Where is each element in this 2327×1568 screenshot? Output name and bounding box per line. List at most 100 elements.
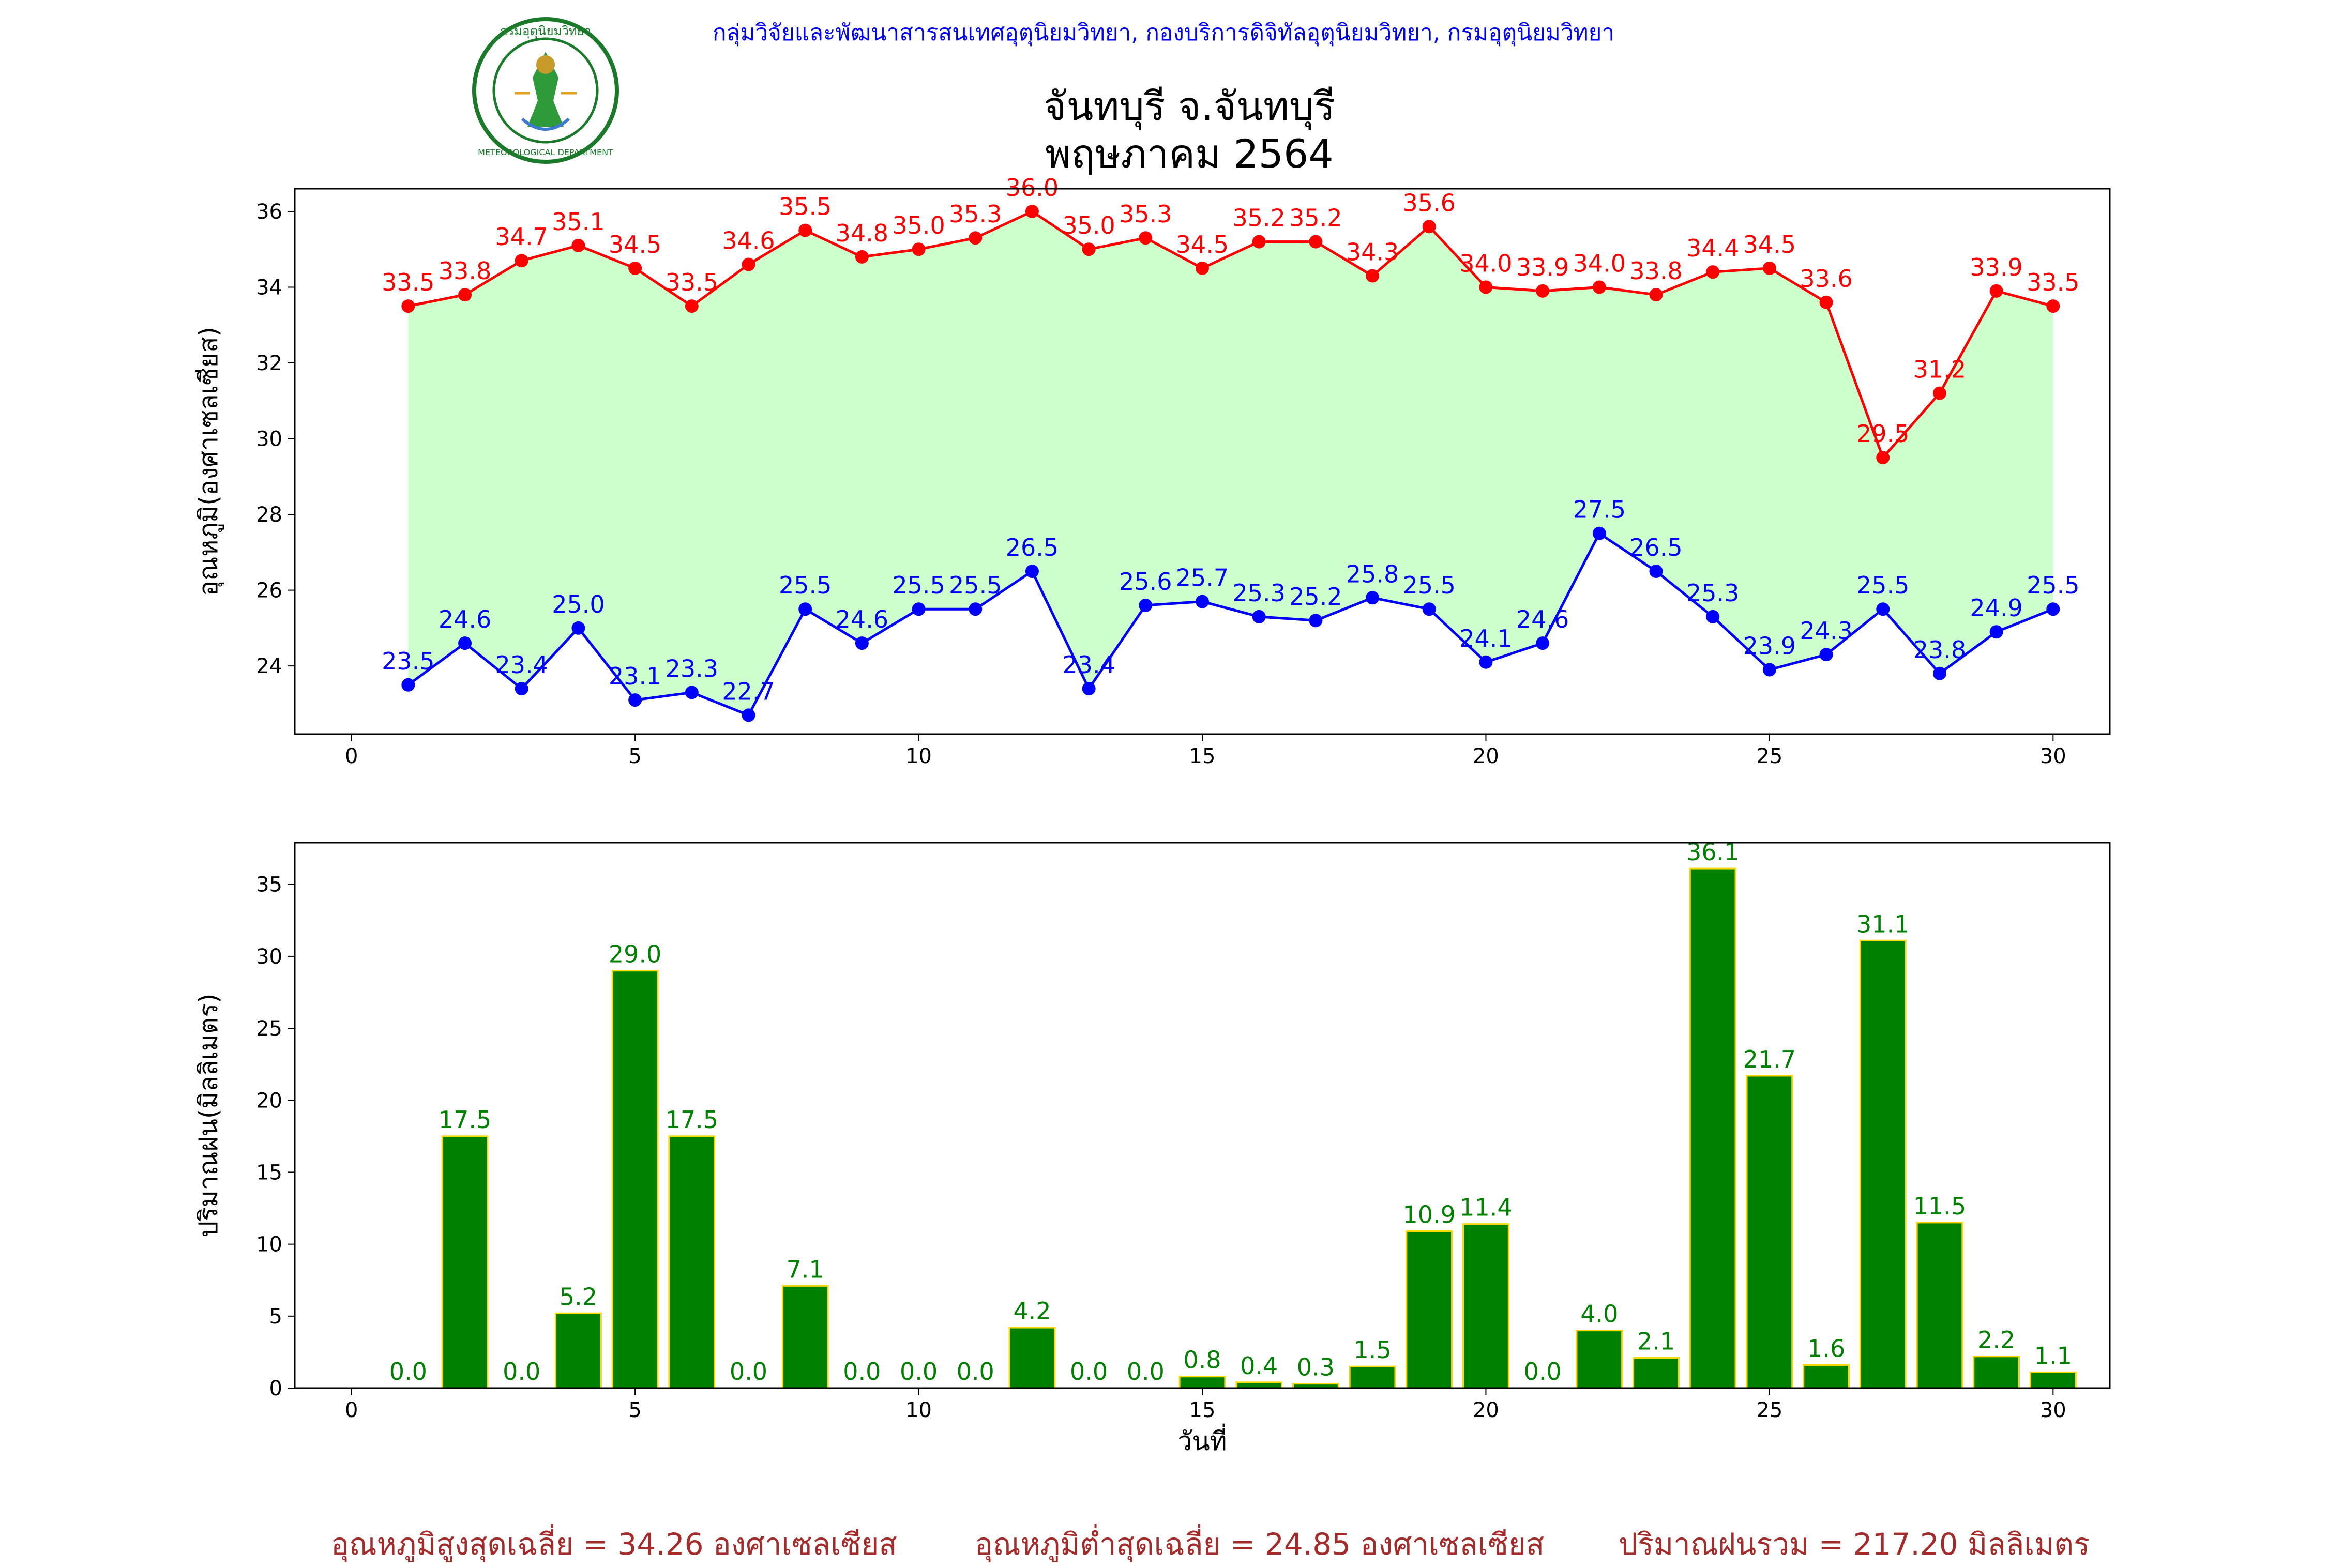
max-temperature-point [1989,284,2003,298]
min-temperature-value-label: 23.4 [1062,651,1115,679]
max-temperature-value-label: 33.5 [666,268,718,296]
rain-bar [1746,1075,1793,1389]
max-temperature-value-label: 34.5 [1176,231,1229,258]
min-temperature-value-label: 24.6 [1516,605,1569,633]
min-temperature-point [1366,591,1380,605]
rain-bar [1008,1327,1056,1389]
y-tick-label: 36 [256,200,282,224]
max-temperature-point [1762,261,1776,275]
min-temperature-point [1252,610,1266,623]
min-temperature-value-label: 24.1 [1459,625,1512,652]
rain-value-label: 4.0 [1580,1300,1618,1328]
min-temperature-point [1592,526,1606,540]
min-temperature-point [798,602,812,616]
y-tick-label: 25 [256,1017,282,1041]
max-temperature-point [458,288,472,302]
y-tick-label: 28 [256,503,282,527]
svg-text:METEOROLOGICAL DEPARTMENT: METEOROLOGICAL DEPARTMENT [478,147,613,157]
min-temperature-point [1196,595,1209,608]
rain-bar [1803,1364,1850,1389]
min-temperature-value-label: 24.3 [1800,617,1852,645]
min-temperature-point [1649,564,1663,578]
rain-bar [1349,1365,1396,1389]
rain-bar [1576,1330,1623,1389]
rain-value-label: 5.2 [560,1283,597,1311]
max-temperature-value-label: 34.6 [722,227,775,255]
max-temperature-value-label: 35.1 [552,208,605,236]
rain-bar [1178,1376,1226,1389]
max-temperature-value-label: 34.0 [1573,249,1626,277]
title-station: จันทบุรี จ.จันทบุรี [1043,83,1336,129]
max-temperature-value-label: 35.6 [1403,189,1456,217]
min-temperature-value-label: 25.5 [779,571,832,599]
rain-bar [1859,939,1907,1389]
rain-bar [668,1135,716,1389]
rain-value-label: 0.0 [1127,1358,1165,1386]
min-temperature-value-label: 25.5 [1403,571,1456,599]
x-tick-label: 5 [628,1398,641,1422]
y-tick-label: 30 [256,428,282,451]
rain-value-label: 0.0 [843,1358,881,1386]
rain-value-label: 1.5 [1353,1336,1391,1364]
max-temperature-point [1932,386,1946,400]
y-tick-label: 26 [256,579,282,603]
min-temperature-value-label: 25.6 [1119,568,1172,596]
max-temperature-point [1252,235,1266,249]
min-temperature-point [855,636,869,650]
rain-value-label: 11.5 [1913,1192,1966,1220]
max-temperature-value-label: 35.2 [1232,204,1285,232]
temperature-range-fill [408,211,2053,716]
rain-value-label: 4.2 [1013,1297,1051,1325]
max-temperature-point [798,223,812,237]
x-tick-label: 20 [1473,1398,1499,1422]
x-tick-label: 25 [1756,1398,1782,1422]
max-temperature-value-label: 34.7 [495,223,548,251]
max-temperature-point [1422,220,1436,234]
min-temperature-point [1536,636,1550,650]
x-axis-label: วันที่ [1177,1424,1227,1456]
meteorological-department-logo: กรมอุตุนิยมวิทยา METEOROLOGICAL DEPARTME… [472,17,619,164]
rain-value-label: 0.0 [900,1358,938,1386]
max-temperature-point [1536,284,1550,298]
min-temperature-line [407,531,2054,717]
y-tick-label: 20 [256,1089,282,1113]
min-temperature-point [1876,602,1890,616]
min-temperature-point [1479,655,1493,669]
max-temperature-value-label: 35.3 [949,200,1002,228]
min-temperature-point [1139,598,1153,612]
y-tick-label: 15 [256,1161,282,1184]
max-temperature-point [1366,269,1380,283]
max-temperature-value-label: 33.9 [1516,253,1569,281]
min-temperature-value-label: 23.4 [495,651,548,679]
rain-bar [555,1312,602,1389]
max-temperature-value-label: 35.3 [1119,200,1172,228]
max-temperature-point [912,242,926,256]
min-temperature-point [1309,614,1323,628]
rain-value-label: 0.0 [503,1358,540,1386]
x-tick-label: 0 [345,744,358,768]
rain-value-label: 17.5 [439,1106,491,1134]
x-tick-label: 20 [1473,744,1499,768]
rain-bar [781,1285,829,1389]
min-temperature-value-label: 24.6 [439,605,491,633]
min-temperature-value-label: 23.3 [666,654,718,682]
x-tick-label: 5 [628,744,641,768]
max-temperature-point [1082,242,1096,256]
rain-value-label: 21.7 [1743,1045,1796,1073]
rain-bar [1406,1230,1453,1389]
min-temperature-value-label: 22.7 [722,677,775,705]
max-temperature-value-label: 34.3 [1346,238,1399,266]
rain-value-label: 0.8 [1183,1346,1221,1374]
total-rainfall: ปริมาณฝนรวม = 217.20 มิลลิเมตร [1619,1527,2090,1562]
rain-value-label: 17.5 [666,1106,718,1134]
max-temperature-value-label: 36.0 [1006,174,1059,202]
rain-value-label: 7.1 [787,1255,824,1283]
max-temperature-point [1876,451,1890,465]
rain-bar [1973,1356,2020,1389]
rain-value-label: 10.9 [1403,1201,1456,1229]
rainfall-plot-frame [294,842,2111,1389]
min-temperature-value-label: 25.7 [1176,564,1229,592]
max-temperature-point [1309,235,1323,249]
min-temperature-point [969,602,983,616]
min-temperature-value-label: 25.8 [1346,560,1399,588]
